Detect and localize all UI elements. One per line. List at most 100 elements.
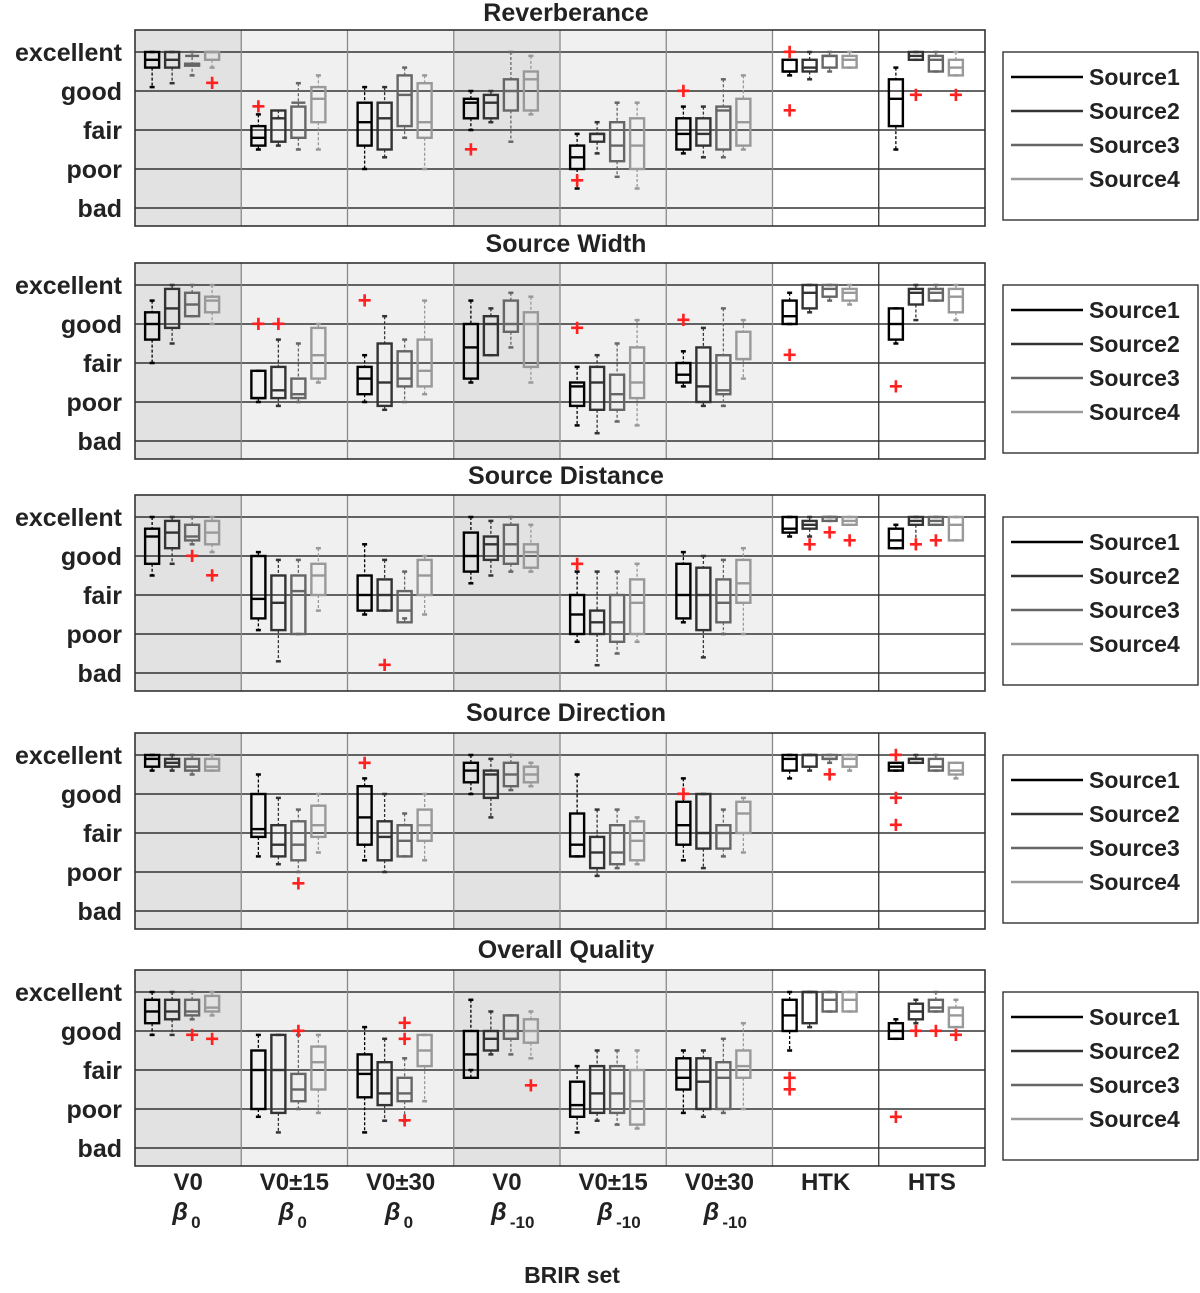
box-Source4: + <box>203 50 221 97</box>
legend-label: Source1 <box>1089 1004 1180 1030</box>
outlier-marker: + <box>783 98 797 125</box>
legend-label: Source2 <box>1089 801 1180 827</box>
box-Source4 <box>735 318 752 380</box>
box-Source1: +++ <box>887 742 905 839</box>
box-iqr <box>356 1053 373 1099</box>
outlier-marker: + <box>185 1022 199 1049</box>
legend-label: Source4 <box>1089 869 1180 895</box>
box-Source1: + <box>462 89 480 164</box>
box-Source1 <box>250 1033 267 1119</box>
box-Source2 <box>588 120 606 155</box>
outlier-marker: + <box>949 82 963 109</box>
box-iqr <box>821 990 838 1013</box>
x-tick-label: V0±30 <box>366 1169 435 1196</box>
box-iqr <box>356 365 373 396</box>
box-Source3 <box>183 283 201 318</box>
box-Source1 <box>675 1049 692 1115</box>
plot-frame <box>134 969 986 1167</box>
legend-label: Source2 <box>1089 331 1180 357</box>
box-iqr <box>482 1029 500 1052</box>
y-tick-label: poor <box>66 389 122 417</box>
x-tick-beta: β <box>703 1198 720 1226</box>
box-iqr <box>290 105 307 139</box>
box-Source3: +++ <box>396 1010 413 1135</box>
box-iqr <box>568 381 586 408</box>
box-Source4 <box>735 74 752 151</box>
legend-label: Source2 <box>1089 563 1180 589</box>
group-background <box>560 30 667 226</box>
box-iqr <box>163 998 181 1021</box>
y-tick-label: poor <box>66 1096 122 1124</box>
box-Source3 <box>927 283 945 302</box>
x-tick-label: HTK <box>801 1169 851 1196</box>
box-iqr <box>270 365 287 400</box>
box-iqr <box>183 523 201 542</box>
box-Source2 <box>270 558 287 663</box>
box-iqr <box>462 322 480 380</box>
box-iqr <box>628 578 646 636</box>
y-tick-label: excellent <box>15 504 123 532</box>
outlier-marker: + <box>358 288 372 315</box>
box-iqr <box>270 824 287 858</box>
box-iqr <box>502 1014 520 1041</box>
box-iqr <box>608 373 626 412</box>
box-iqr <box>887 527 905 550</box>
y-tick-label: excellent <box>15 979 123 1007</box>
box-Source3 <box>502 753 520 792</box>
outlier-marker: + <box>205 563 219 590</box>
box-Source4 <box>310 74 327 151</box>
legend-label: Source4 <box>1089 399 1180 425</box>
legend-label: Source1 <box>1089 297 1180 323</box>
box-Source1 <box>781 753 798 780</box>
box-Source1 <box>675 550 692 624</box>
box-iqr <box>947 287 965 314</box>
box-Source4 <box>522 523 540 573</box>
box-Source4 <box>522 295 540 384</box>
box-Source4 <box>310 1033 327 1115</box>
box-Source4 <box>310 322 327 384</box>
y-tick-label: excellent <box>15 272 123 300</box>
box-iqr <box>376 1060 393 1107</box>
box-Source4 <box>416 74 433 171</box>
legend-label: Source3 <box>1089 132 1180 158</box>
box-iqr <box>310 85 327 124</box>
box-iqr <box>203 295 221 314</box>
box-Source2: + <box>801 515 818 558</box>
box-Source3 <box>821 50 838 73</box>
box-iqr <box>608 1064 626 1115</box>
panel-title: Source Distance <box>468 462 664 490</box>
box-Source1 <box>781 515 798 538</box>
box-Source4 <box>628 101 646 190</box>
outlier-marker: + <box>251 94 265 121</box>
box-iqr <box>887 78 905 128</box>
box-Source1 <box>356 543 373 616</box>
box-Source2 <box>376 85 393 159</box>
group-background <box>666 30 773 226</box>
box-iqr <box>376 101 393 151</box>
box-iqr <box>270 109 287 143</box>
box-Source3 <box>290 558 307 636</box>
x-tick-subscript: 0 <box>404 1213 413 1232</box>
group-background <box>666 970 773 1166</box>
y-tick-label: bad <box>78 660 122 688</box>
box-Source1 <box>250 550 267 632</box>
box-Source2 <box>695 792 712 870</box>
box-Source1: + <box>250 94 267 151</box>
box-Source3 <box>927 50 945 73</box>
outlier-marker: + <box>676 307 690 334</box>
outlier-marker: + <box>909 531 923 558</box>
y-tick-label: fair <box>83 350 122 378</box>
box-Source1: + <box>250 311 267 404</box>
y-tick-label: poor <box>66 621 122 649</box>
plot-frame <box>134 29 986 227</box>
legend-label: Source2 <box>1089 1038 1180 1064</box>
group-background <box>666 495 773 691</box>
box-Source3 <box>821 990 838 1013</box>
outlier-marker: + <box>185 543 199 570</box>
panel-title: Source Direction <box>466 699 666 727</box>
box-Source3 <box>396 570 413 624</box>
box-Source4: + <box>522 1010 540 1100</box>
box-Source4 <box>628 1049 646 1130</box>
box-iqr <box>628 346 646 400</box>
